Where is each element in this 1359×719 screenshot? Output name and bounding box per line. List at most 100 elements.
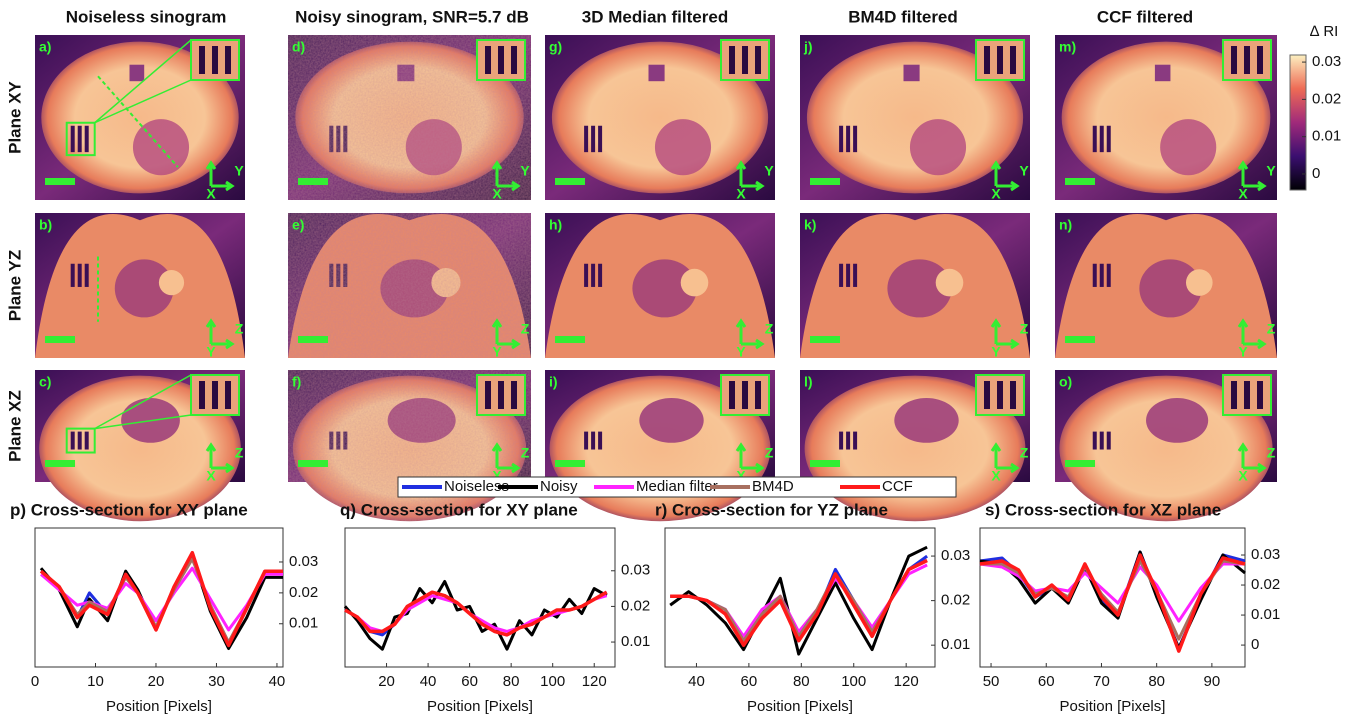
row-label: Plane XY — [5, 80, 24, 153]
panel-label: c) — [39, 374, 51, 390]
inset-stripe — [225, 46, 231, 74]
inset-stripe — [997, 381, 1003, 409]
x-axis-label: Position [Pixels] — [106, 698, 212, 715]
stripe — [591, 263, 596, 287]
legend-label: Noiseless — [444, 478, 509, 495]
y-tick-label: 0.02 — [941, 592, 970, 609]
stripe — [846, 431, 851, 450]
x-tick-label: 0 — [31, 673, 39, 690]
axis-letter: Z — [235, 445, 244, 461]
stripe — [84, 431, 89, 450]
stripe — [343, 125, 348, 153]
stripe — [853, 125, 858, 153]
scale-bar — [298, 178, 328, 185]
axis-letter: X — [991, 186, 1001, 202]
panel-label: l) — [804, 374, 813, 390]
stripe — [77, 125, 82, 153]
axis-arrows — [491, 442, 521, 474]
x-tick-label: 80 — [503, 673, 520, 690]
series-line — [670, 558, 928, 647]
row-label: Plane XZ — [5, 390, 24, 462]
stripe — [591, 431, 596, 450]
inclusion — [1146, 398, 1209, 443]
stripe — [598, 125, 603, 153]
stripe — [598, 263, 603, 287]
x-tick-label: 60 — [741, 673, 758, 690]
x-axis-label: Position [Pixels] — [427, 698, 533, 715]
axis-letter: X — [736, 468, 746, 484]
stripe — [84, 125, 89, 153]
inclusion — [887, 259, 952, 318]
x-tick-label: 60 — [461, 673, 478, 690]
series-line — [40, 566, 283, 632]
stripe — [839, 431, 844, 450]
axis-arrows — [735, 160, 765, 192]
column-title: 3D Median filtered — [582, 7, 728, 26]
stripe — [584, 431, 589, 450]
inclusion — [903, 64, 920, 82]
inset-stripe — [1231, 46, 1237, 74]
column-title: Noiseless sinogram — [66, 7, 227, 26]
x-tick-label: 90 — [1204, 673, 1221, 690]
panel-label: m) — [1059, 39, 1076, 55]
panel-label: e) — [292, 217, 304, 233]
y-tick-label: 0.02 — [1251, 576, 1280, 593]
stripe — [839, 263, 844, 287]
x-tick-label: 120 — [894, 673, 919, 690]
inclusion — [648, 64, 665, 82]
specimen — [1061, 41, 1271, 194]
axis-letter: Y — [764, 163, 774, 179]
y-tick-label: 0.01 — [941, 636, 970, 653]
inclusion — [1160, 119, 1217, 176]
axis-letter: Y — [206, 344, 216, 360]
axis-letter: Y — [492, 344, 502, 360]
legend-label: BM4D — [752, 478, 794, 495]
inclusion — [114, 259, 174, 318]
x-axis-label: Position [Pixels] — [1060, 698, 1166, 715]
scale-bar — [298, 336, 328, 343]
x-tick-label: 80 — [1148, 673, 1165, 690]
stripe — [336, 431, 341, 450]
scale-bar — [1065, 178, 1095, 185]
axis-letter: Z — [765, 445, 774, 461]
colorbar-tick-label: 0.03 — [1312, 53, 1341, 70]
x-tick-label: 40 — [688, 673, 705, 690]
series-line — [39, 550, 283, 648]
chart-title: r) Cross-section for YZ plane — [655, 500, 888, 519]
inclusion — [654, 119, 712, 176]
inclusion — [1139, 259, 1202, 318]
stripe — [853, 431, 858, 450]
panel-label: i) — [549, 374, 558, 390]
roi — [65, 121, 96, 157]
image-panel — [1055, 213, 1277, 358]
specimen — [806, 41, 1024, 194]
scale-bar — [1065, 336, 1095, 343]
colorbar-tick-label: 0.02 — [1312, 90, 1341, 107]
stripe — [1092, 263, 1097, 287]
image-panel — [288, 213, 531, 358]
x-tick-label: 20 — [378, 673, 395, 690]
axis-letter: X — [1238, 186, 1248, 202]
panel-label: n) — [1059, 217, 1072, 233]
image-panel — [545, 213, 775, 358]
stripe — [1106, 431, 1111, 450]
axis-letter: X — [206, 468, 216, 484]
image-panel — [35, 213, 245, 358]
y-tick-label: 0.03 — [1251, 546, 1280, 563]
inclusion — [431, 268, 461, 298]
stripe — [584, 125, 589, 153]
x-tick-label: 10 — [87, 673, 104, 690]
stripe — [70, 263, 75, 287]
axis-letter: Y — [1238, 344, 1248, 360]
scale-bar — [555, 336, 585, 343]
stripe — [846, 263, 851, 287]
inset-stripe — [498, 46, 504, 74]
inset-stripe — [729, 381, 735, 409]
legend-label: Noisy — [540, 478, 578, 495]
inclusion — [1154, 64, 1171, 82]
x-tick-label: 60 — [1038, 673, 1055, 690]
axis-arrows — [1237, 318, 1267, 350]
x-tick-label: 20 — [148, 673, 165, 690]
inset-stripe — [485, 381, 491, 409]
axis-letter: X — [492, 186, 502, 202]
